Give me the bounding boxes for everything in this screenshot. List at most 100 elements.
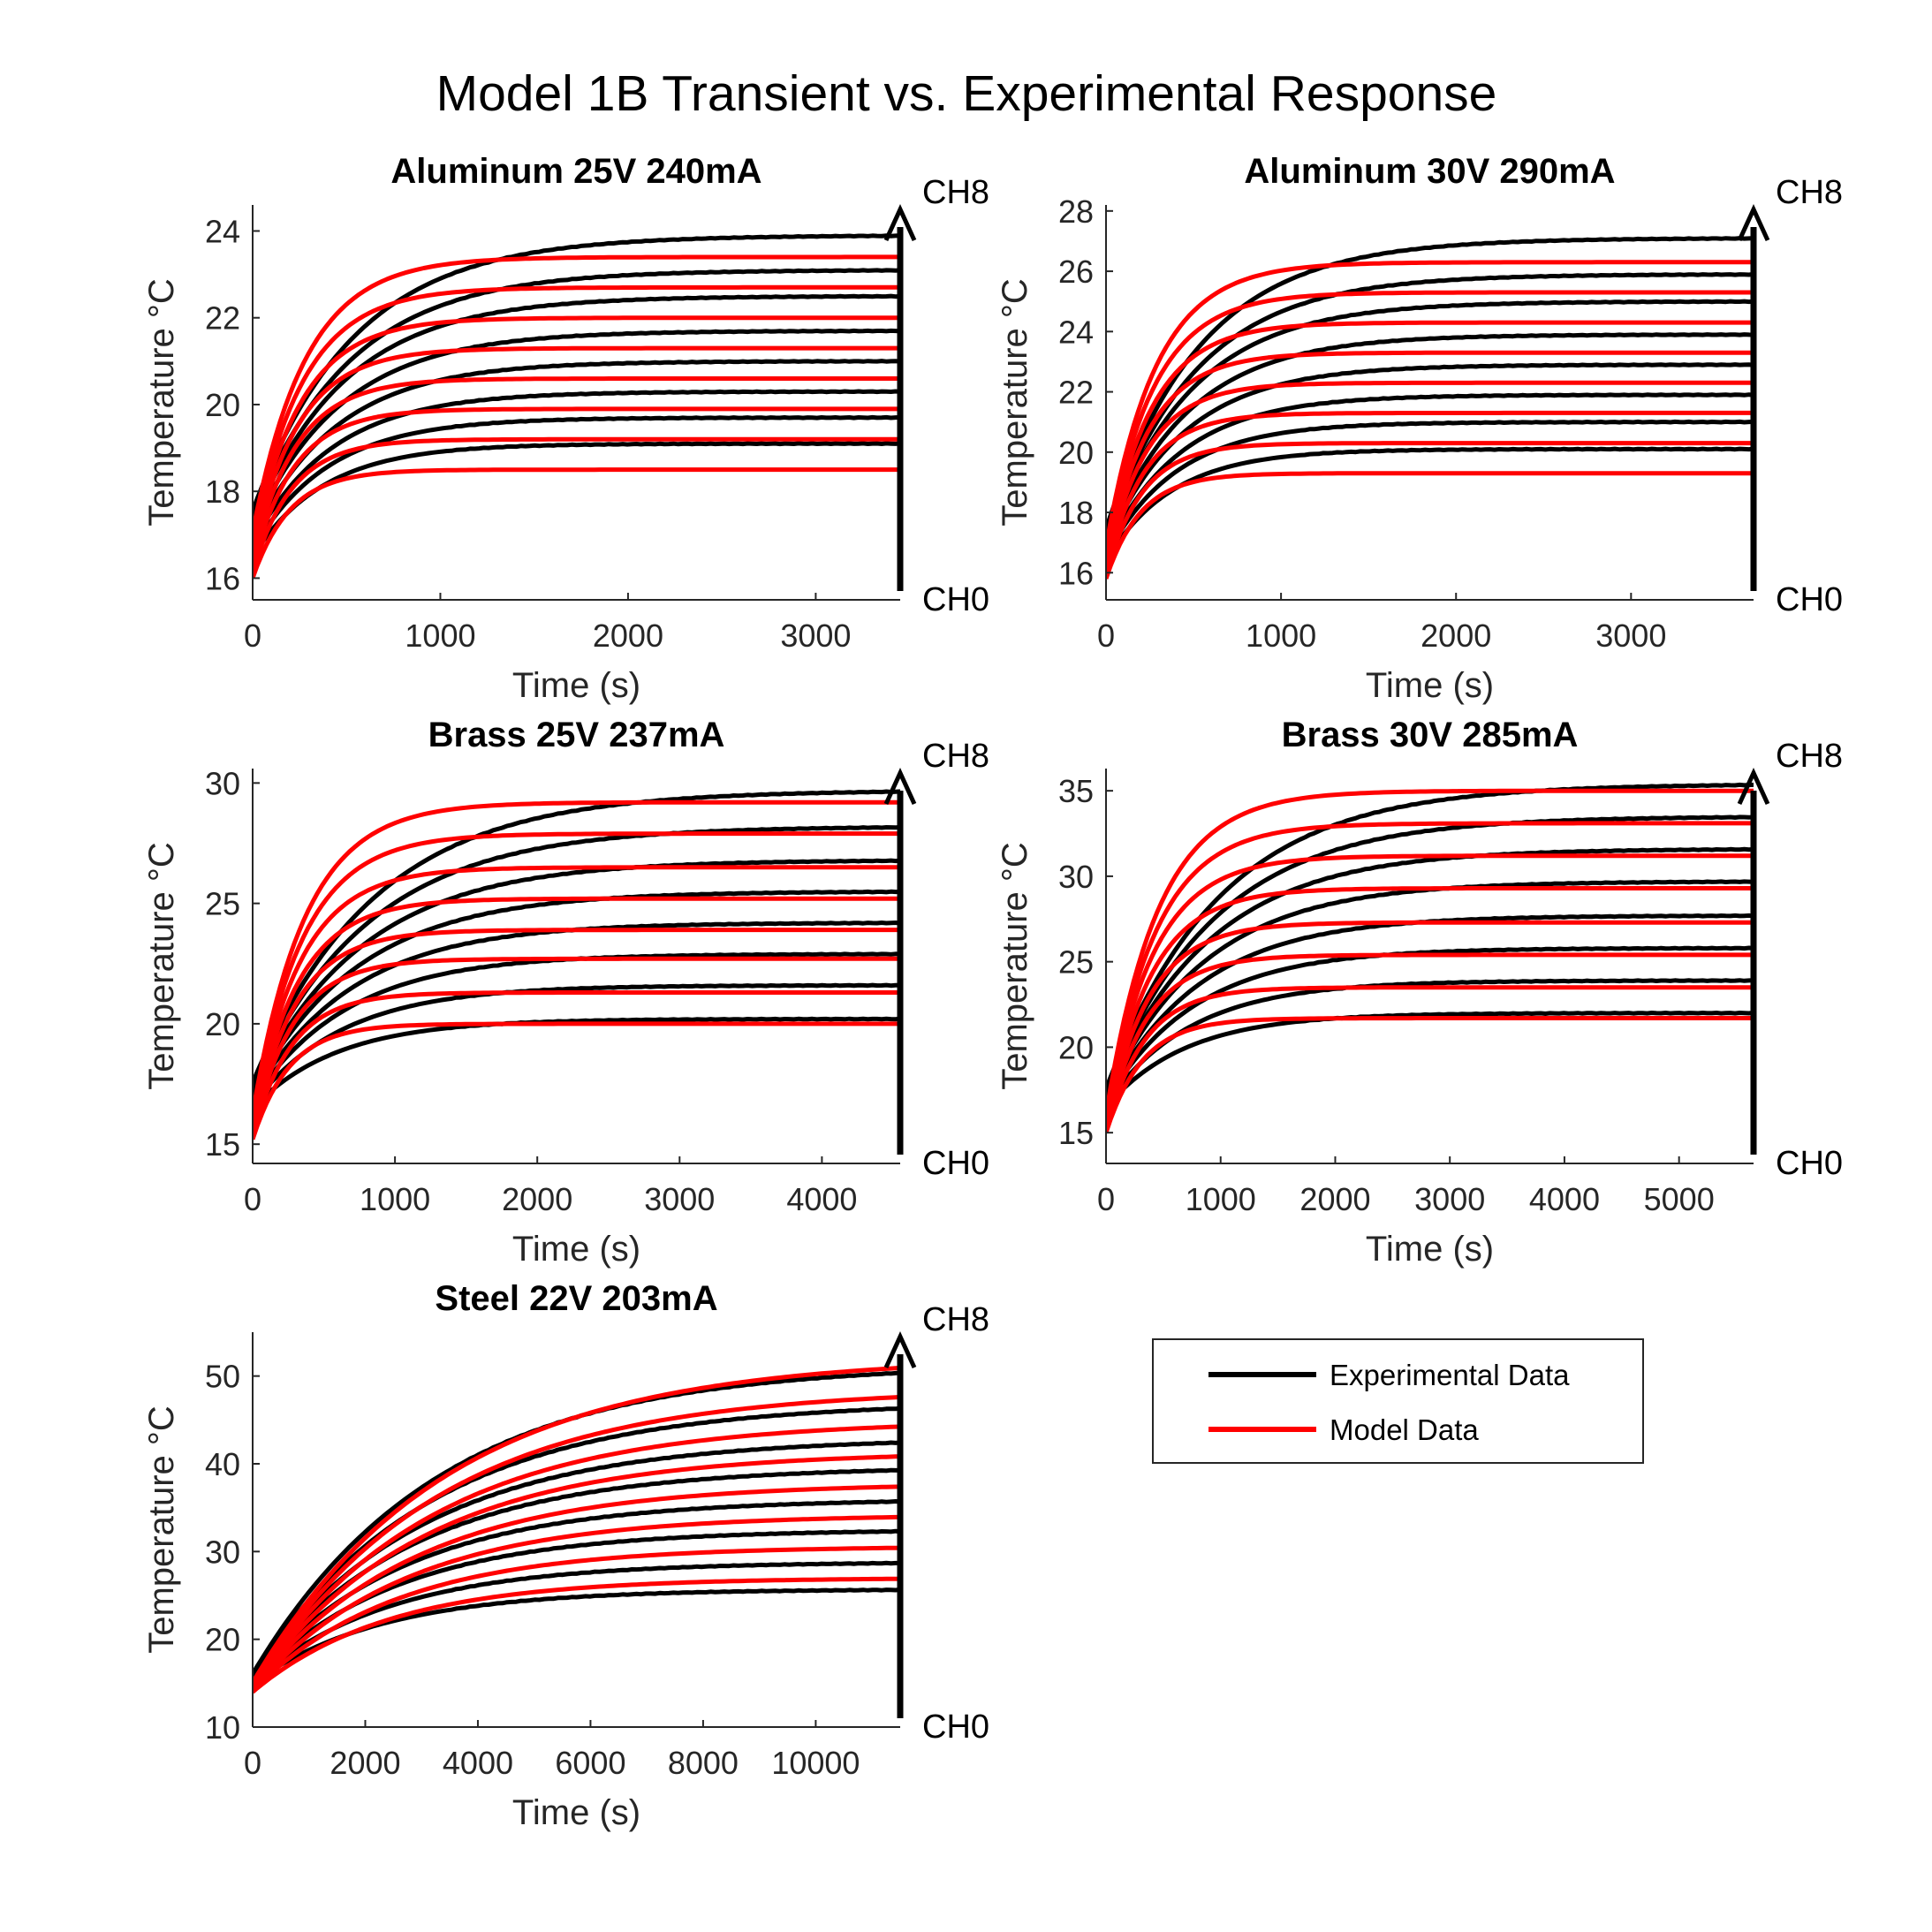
arrow-head-icon	[883, 1330, 917, 1369]
arrow-label-top: CH8	[922, 738, 989, 775]
model-line-ch0	[253, 1021, 900, 1140]
subplot-title: Aluminum 25V 240mA	[390, 152, 761, 191]
experimental-line-ch6	[1106, 814, 1754, 1093]
experimental-line-ch2	[1106, 392, 1754, 553]
legend-label-model: Model Data	[1330, 1413, 1479, 1446]
model-line-ch3	[1106, 920, 1754, 1126]
x-tick-label: 2000	[593, 617, 663, 654]
model-line-ch4	[1106, 886, 1754, 1124]
x-tick-label: 2000	[330, 1745, 400, 1781]
x-tick-label: 1000	[1246, 617, 1316, 654]
arrow-label-bottom: CH0	[922, 1145, 989, 1182]
y-axis-label: Temperature °C	[142, 278, 181, 527]
x-tick-label: 5000	[1644, 1181, 1715, 1217]
model-line-ch3	[253, 928, 900, 1130]
model-line-ch7	[253, 1365, 900, 1685]
experimental-line-ch7	[253, 233, 900, 512]
model-line-ch2	[1106, 410, 1754, 571]
subplot-4: 0 1000 2000 3000 4000 5000 15 20 25 30 35 Brass 30V…	[996, 716, 1843, 1269]
y-axis-label: Temperature °C	[996, 278, 1034, 527]
model-line-ch2	[253, 406, 900, 566]
model-line-ch6	[1106, 821, 1754, 1118]
y-tick-label: 15	[1058, 1115, 1094, 1151]
model-line-ch5	[253, 315, 900, 547]
x-tick-label: 0	[1097, 617, 1115, 654]
y-tick-label: 20	[1058, 435, 1094, 471]
x-tick-label: 0	[244, 1745, 261, 1781]
model-line-ch6	[253, 1394, 900, 1686]
model-line-ch3	[253, 376, 900, 559]
legend: Experimental Data Model Data	[1152, 1338, 1644, 1464]
subplot-title: Steel 22V 203mA	[435, 1279, 717, 1318]
subplot-2: 0 1000 2000 3000 16 18 20 22 24 26 28 Aluminum 30V …	[996, 152, 1843, 705]
experimental-line-ch4	[253, 328, 900, 532]
model-line-ch7	[253, 254, 900, 534]
experimental-line-ch0	[253, 441, 900, 558]
model-line-ch7	[1106, 260, 1754, 548]
arrow-label-top: CH8	[1776, 738, 1843, 775]
arrow-head-icon	[1737, 767, 1770, 806]
x-tick-label: 2000	[1299, 1181, 1370, 1217]
experimental-line-ch1	[253, 982, 900, 1106]
experimental-line-ch6	[253, 824, 900, 1087]
model-line-ch4	[1106, 350, 1754, 562]
x-tick-label: 6000	[555, 1745, 625, 1781]
arrow-label-top: CH8	[1776, 174, 1843, 211]
model-line-ch5	[1106, 853, 1754, 1121]
y-tick-label: 24	[205, 213, 240, 249]
plot-area	[1106, 782, 1754, 1133]
arrow-label-top: CH8	[922, 174, 989, 211]
model-line-ch5	[253, 1424, 900, 1687]
x-tick-label: 1000	[360, 1181, 430, 1217]
y-tick-label: 30	[205, 765, 240, 801]
model-line-ch6	[1106, 290, 1754, 552]
x-tick-label: 10000	[771, 1745, 860, 1781]
experimental-line-ch7	[253, 789, 900, 1084]
experimental-line-ch0	[253, 1016, 900, 1110]
experimental-line-ch1	[1106, 978, 1754, 1106]
subplot-1: 0 1000 2000 3000 16 18 20 22 24 Aluminum 25V 240m…	[142, 152, 989, 705]
model-line-ch0	[253, 1576, 900, 1694]
y-tick-label: 16	[205, 560, 240, 596]
y-tick-label: 28	[1058, 193, 1094, 230]
x-axis-label: Time (s)	[512, 1793, 640, 1832]
x-axis-label: Time (s)	[512, 666, 640, 705]
experimental-line-ch0	[1106, 446, 1754, 562]
arrow-label-bottom: CH0	[1776, 1145, 1843, 1182]
arrow-head-icon	[883, 203, 917, 242]
y-tick-label: 50	[205, 1359, 240, 1395]
legend-box	[1152, 1338, 1644, 1464]
y-tick-label: 40	[205, 1446, 240, 1482]
y-tick-label: 15	[205, 1126, 240, 1163]
arrow-label-bottom: CH0	[1776, 581, 1843, 618]
experimental-line-ch5	[1106, 846, 1754, 1095]
model-line-ch7	[1106, 788, 1754, 1116]
x-tick-label: 2000	[1421, 617, 1491, 654]
model-line-ch1	[1106, 985, 1754, 1131]
x-axis-label: Time (s)	[512, 1230, 640, 1269]
arrow-label-bottom: CH0	[922, 1708, 989, 1746]
y-tick-label: 30	[205, 1534, 240, 1570]
model-line-ch0	[1106, 471, 1754, 580]
x-tick-label: 4000	[443, 1745, 513, 1781]
model-line-ch4	[253, 896, 900, 1125]
y-tick-label: 10	[205, 1709, 240, 1746]
plot-area	[253, 789, 900, 1140]
x-tick-label: 1000	[405, 617, 475, 654]
experimental-line-ch3	[1106, 362, 1754, 549]
model-line-ch1	[253, 1545, 900, 1693]
arrow-head-icon	[1737, 203, 1770, 242]
subplot-5: 0 2000 4000 6000 8000 10000 10 20 30 40 50 Steel 22…	[142, 1279, 989, 1832]
model-line-ch2	[1106, 952, 1754, 1129]
model-line-ch4	[253, 1454, 900, 1688]
y-tick-label: 20	[205, 1622, 240, 1658]
experimental-line-ch6	[253, 268, 900, 519]
y-tick-label: 20	[1058, 1029, 1094, 1065]
model-line-ch2	[253, 956, 900, 1133]
legend-label-experimental: Experimental Data	[1330, 1359, 1570, 1391]
model-line-ch6	[253, 831, 900, 1118]
y-tick-label: 22	[205, 300, 240, 337]
experimental-line-ch4	[1106, 332, 1754, 544]
x-tick-label: 3000	[644, 1181, 715, 1217]
model-line-ch1	[253, 990, 900, 1137]
